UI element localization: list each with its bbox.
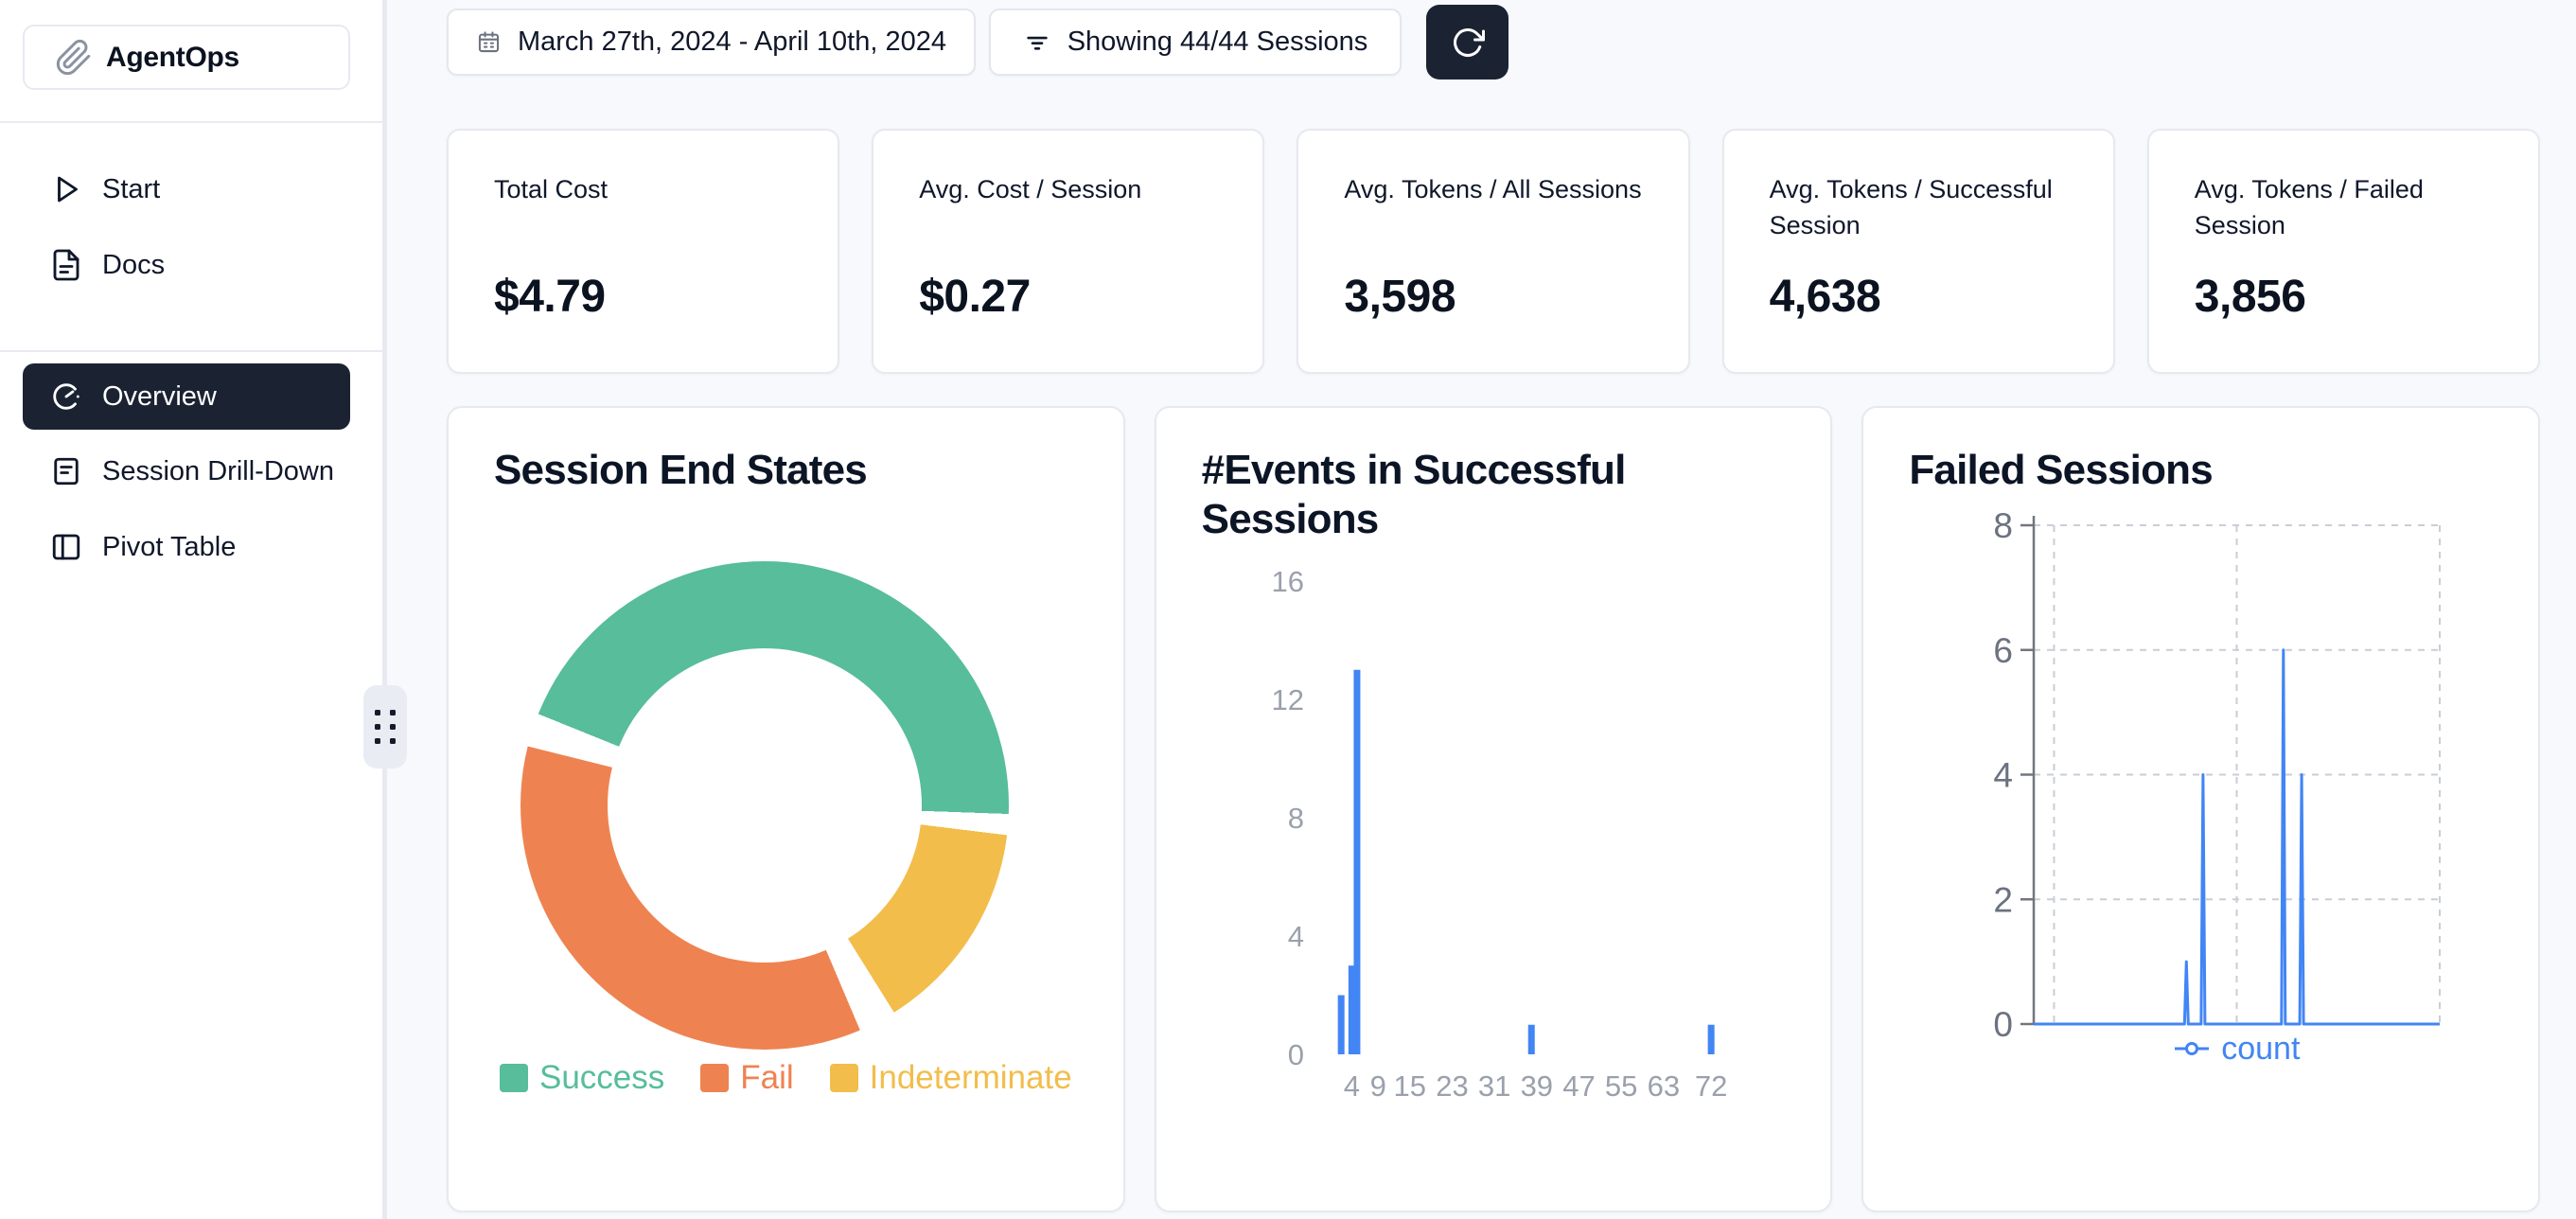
sidebar-item-label: Pivot Table	[102, 531, 237, 562]
stat-label: Avg. Tokens / All Sessions	[1344, 175, 1642, 203]
svg-text:0: 0	[1994, 1005, 2014, 1044]
stat-card-avg-tokens-all: Avg. Tokens / All Sessions 3,598	[1297, 129, 1690, 374]
stat-value: 3,598	[1344, 272, 1456, 322]
sidebar-item-overview[interactable]: Overview	[23, 363, 350, 430]
session-filter-button[interactable]: Showing 44/44 Sessions	[989, 9, 1402, 76]
legend-label: Fail	[740, 1059, 794, 1096]
stat-label: Avg. Tokens / Failed Session	[2194, 175, 2424, 239]
svg-text:9: 9	[1369, 1069, 1385, 1103]
gauge-icon	[49, 380, 83, 414]
session-filter-label: Showing 44/44 Sessions	[1067, 26, 1368, 57]
legend-label: count	[2221, 1030, 2301, 1067]
grip-dots-icon	[375, 710, 396, 744]
session-end-states-card: Session End States Success Fail Indeterm…	[447, 406, 1125, 1212]
svg-text:63: 63	[1647, 1069, 1679, 1103]
svg-text:15: 15	[1393, 1069, 1425, 1103]
stat-label: Avg. Cost / Session	[919, 175, 1142, 203]
sidebar-resize-handle[interactable]	[363, 685, 407, 768]
svg-text:0: 0	[1287, 1038, 1303, 1071]
refresh-icon	[1451, 26, 1485, 60]
toolbar: March 27th, 2024 - April 10th, 2024 Show…	[447, 5, 2576, 80]
legend-item-success[interactable]: Success	[499, 1059, 665, 1097]
svg-text:47: 47	[1562, 1069, 1595, 1103]
sidebar-item-session-drill-down[interactable]: Session Drill-Down	[23, 438, 350, 504]
paperclip-logo-icon	[55, 39, 93, 77]
sidebar-resizer[interactable]	[382, 0, 387, 1219]
legend-item-indeterminate[interactable]: Indeterminate	[829, 1059, 1072, 1097]
sidebar-item-pivot-table[interactable]: Pivot Table	[23, 514, 350, 580]
svg-text:72: 72	[1695, 1069, 1727, 1103]
stat-label: Avg. Tokens / Successful Session	[1769, 175, 2053, 239]
sidebar-item-docs[interactable]: Docs	[23, 232, 350, 298]
sidebar-divider-bottom	[0, 350, 382, 352]
session-end-states-donut[interactable]	[520, 561, 1009, 1050]
filter-lines-icon	[1023, 28, 1051, 57]
svg-text:16: 16	[1271, 565, 1303, 598]
svg-text:4: 4	[1343, 1069, 1359, 1103]
failed-sessions-line-chart[interactable]: 0 2 4 6 8	[1863, 408, 2540, 1212]
legend-swatch-fail	[700, 1064, 730, 1092]
stat-value: $0.27	[919, 272, 1031, 322]
line-marker-icon	[2174, 1040, 2210, 1057]
stat-label: Total Cost	[494, 175, 609, 203]
svg-text:2: 2	[1994, 880, 2014, 919]
legend-swatch-success	[499, 1064, 528, 1092]
svg-text:12: 12	[1271, 683, 1303, 716]
stat-card-avg-tokens-successful: Avg. Tokens / Successful Session 4,638	[1721, 129, 2115, 374]
legend-swatch-indeterminate	[829, 1064, 858, 1092]
svg-text:6: 6	[1994, 631, 2014, 670]
sidebar: AgentOps Start Docs Over	[0, 0, 382, 1219]
events-successful-sessions-card: #Events in Successful Sessions 0 4 8 12 16 4 9…	[1154, 406, 1833, 1212]
sidebar-item-start[interactable]: Start	[23, 156, 350, 222]
stat-card-total-cost: Total Cost $4.79	[447, 129, 840, 374]
stats-row: Total Cost $4.79 Avg. Cost / Session $0.…	[447, 129, 2540, 374]
app-title: AgentOps	[106, 41, 239, 73]
failed-sessions-card: Failed Sessions 0 2 4 6 8 count	[1861, 406, 2540, 1212]
main-content: March 27th, 2024 - April 10th, 2024 Show…	[387, 0, 2576, 1219]
svg-text:55: 55	[1605, 1069, 1637, 1103]
donut-hole	[608, 648, 922, 963]
chart-title: Failed Sessions	[1909, 447, 2213, 493]
sidebar-divider-top	[0, 121, 382, 123]
svg-text:8: 8	[1994, 506, 2014, 545]
svg-text:23: 23	[1436, 1069, 1468, 1103]
sidebar-item-label: Start	[102, 173, 161, 204]
sidebar-item-label: Docs	[102, 249, 166, 280]
stat-card-avg-cost-session: Avg. Cost / Session $0.27	[872, 129, 1265, 374]
svg-text:31: 31	[1478, 1069, 1510, 1103]
stat-card-avg-tokens-failed: Avg. Tokens / Failed Session 3,856	[2146, 129, 2540, 374]
chart-title: #Events in Successful Sessions	[1201, 447, 1627, 542]
sidebar-item-label: Session Drill-Down	[102, 455, 334, 486]
refresh-button[interactable]	[1426, 5, 1509, 80]
count-legend[interactable]: count	[2034, 1030, 2440, 1068]
document-icon	[49, 248, 83, 282]
donut-legend: Success Fail Indeterminate	[449, 1059, 1123, 1097]
stat-value: 3,856	[2194, 272, 2306, 322]
charts-row: Session End States Success Fail Indeterm…	[447, 406, 2540, 1212]
svg-text:39: 39	[1520, 1069, 1552, 1103]
date-range-button[interactable]: March 27th, 2024 - April 10th, 2024	[447, 9, 976, 76]
document-lines-icon	[49, 454, 83, 488]
stat-value: $4.79	[494, 272, 606, 322]
date-range-label: March 27th, 2024 - April 10th, 2024	[517, 26, 946, 57]
play-icon	[49, 172, 83, 206]
stat-value: 4,638	[1769, 272, 1881, 322]
app-logo[interactable]: AgentOps	[23, 25, 350, 90]
svg-text:4: 4	[1287, 920, 1303, 953]
chart-title: Session End States	[494, 447, 868, 493]
legend-label: Indeterminate	[869, 1059, 1072, 1096]
sidebar-item-label: Overview	[102, 380, 217, 412]
svg-text:8: 8	[1287, 802, 1303, 835]
calendar-icon	[476, 29, 502, 55]
split-panel-icon	[49, 530, 83, 564]
legend-item-fail[interactable]: Fail	[700, 1059, 794, 1097]
svg-text:4: 4	[1994, 756, 2014, 795]
legend-label: Success	[538, 1059, 665, 1096]
